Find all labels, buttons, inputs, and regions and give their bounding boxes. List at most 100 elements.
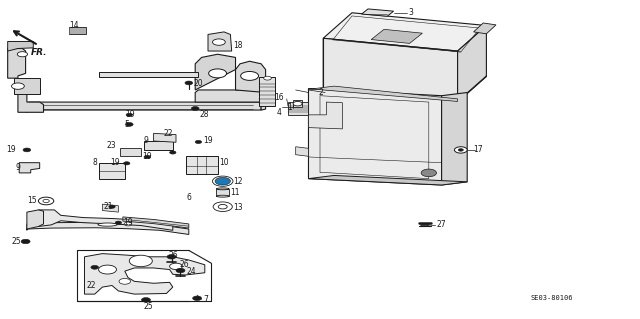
Polygon shape bbox=[458, 26, 486, 102]
Circle shape bbox=[185, 81, 193, 85]
Text: 9: 9 bbox=[16, 163, 21, 172]
Text: 19: 19 bbox=[204, 137, 213, 145]
Text: 19: 19 bbox=[6, 145, 16, 154]
Text: 6: 6 bbox=[187, 193, 192, 202]
Text: 28: 28 bbox=[200, 110, 209, 119]
Polygon shape bbox=[288, 102, 308, 115]
Polygon shape bbox=[99, 163, 125, 179]
Polygon shape bbox=[259, 77, 275, 106]
Polygon shape bbox=[120, 148, 141, 156]
Polygon shape bbox=[14, 78, 40, 94]
Circle shape bbox=[218, 179, 228, 184]
Circle shape bbox=[454, 147, 467, 153]
Circle shape bbox=[125, 122, 133, 126]
Polygon shape bbox=[8, 41, 33, 51]
Text: 19: 19 bbox=[142, 152, 152, 161]
Text: 26: 26 bbox=[179, 260, 189, 269]
Circle shape bbox=[91, 265, 99, 269]
Polygon shape bbox=[38, 210, 173, 230]
Circle shape bbox=[170, 151, 176, 154]
Text: 17: 17 bbox=[474, 145, 483, 154]
Text: 1: 1 bbox=[287, 103, 292, 112]
Text: 10: 10 bbox=[219, 158, 228, 167]
Circle shape bbox=[170, 263, 182, 270]
Circle shape bbox=[218, 204, 227, 209]
Circle shape bbox=[241, 71, 259, 80]
Circle shape bbox=[144, 155, 150, 159]
Text: FR.: FR. bbox=[31, 48, 47, 57]
Text: SE03-80106: SE03-80106 bbox=[531, 295, 573, 301]
Polygon shape bbox=[323, 13, 486, 51]
Circle shape bbox=[129, 255, 152, 267]
Text: 26: 26 bbox=[168, 251, 178, 260]
Ellipse shape bbox=[216, 195, 229, 197]
Text: 15: 15 bbox=[28, 196, 37, 205]
Text: 22: 22 bbox=[163, 129, 173, 138]
Circle shape bbox=[212, 39, 225, 45]
Circle shape bbox=[212, 176, 233, 186]
Polygon shape bbox=[195, 54, 236, 90]
Text: 12: 12 bbox=[234, 177, 243, 186]
Text: 19: 19 bbox=[123, 218, 132, 227]
Polygon shape bbox=[123, 217, 189, 228]
Circle shape bbox=[109, 205, 115, 208]
Polygon shape bbox=[195, 90, 266, 110]
Polygon shape bbox=[308, 86, 458, 101]
Text: 18: 18 bbox=[234, 41, 243, 50]
Text: 4: 4 bbox=[276, 108, 282, 117]
Text: 19: 19 bbox=[111, 158, 120, 167]
Circle shape bbox=[213, 202, 232, 211]
Circle shape bbox=[21, 239, 30, 244]
Text: 25: 25 bbox=[12, 237, 21, 246]
Text: 21: 21 bbox=[104, 202, 113, 211]
Polygon shape bbox=[308, 102, 342, 129]
Polygon shape bbox=[308, 175, 467, 185]
Text: 11: 11 bbox=[230, 189, 240, 197]
Text: 5: 5 bbox=[125, 120, 130, 129]
Text: 22: 22 bbox=[86, 281, 96, 290]
Polygon shape bbox=[84, 254, 205, 294]
Text: 27: 27 bbox=[436, 220, 446, 229]
Polygon shape bbox=[308, 89, 458, 115]
Circle shape bbox=[176, 268, 185, 273]
Polygon shape bbox=[69, 27, 86, 34]
Polygon shape bbox=[308, 89, 442, 185]
Circle shape bbox=[12, 83, 24, 89]
Polygon shape bbox=[293, 100, 302, 107]
Circle shape bbox=[215, 177, 230, 185]
Polygon shape bbox=[19, 163, 40, 173]
Circle shape bbox=[195, 140, 202, 144]
Polygon shape bbox=[18, 93, 44, 112]
Polygon shape bbox=[362, 9, 394, 16]
Circle shape bbox=[124, 222, 132, 226]
Polygon shape bbox=[323, 38, 458, 102]
Circle shape bbox=[421, 169, 436, 177]
Polygon shape bbox=[208, 32, 232, 51]
Circle shape bbox=[38, 197, 54, 205]
Polygon shape bbox=[442, 93, 467, 185]
Text: 20: 20 bbox=[193, 79, 203, 88]
Text: 8: 8 bbox=[93, 158, 97, 167]
Circle shape bbox=[43, 199, 49, 203]
Polygon shape bbox=[102, 204, 118, 212]
Polygon shape bbox=[144, 141, 173, 150]
Ellipse shape bbox=[98, 223, 117, 226]
Circle shape bbox=[264, 76, 271, 80]
Text: 13: 13 bbox=[234, 203, 243, 212]
Polygon shape bbox=[8, 48, 26, 78]
Text: 2: 2 bbox=[319, 88, 323, 97]
Circle shape bbox=[209, 69, 227, 78]
Circle shape bbox=[124, 162, 130, 165]
Text: 25: 25 bbox=[143, 302, 153, 311]
Polygon shape bbox=[371, 29, 422, 43]
Circle shape bbox=[293, 101, 302, 106]
Polygon shape bbox=[236, 61, 266, 93]
Text: 3: 3 bbox=[408, 8, 413, 17]
Ellipse shape bbox=[216, 188, 229, 190]
Text: 24: 24 bbox=[187, 267, 196, 276]
Circle shape bbox=[99, 265, 116, 274]
Circle shape bbox=[23, 148, 31, 152]
Polygon shape bbox=[186, 156, 218, 174]
Polygon shape bbox=[474, 23, 496, 34]
Circle shape bbox=[191, 107, 199, 110]
